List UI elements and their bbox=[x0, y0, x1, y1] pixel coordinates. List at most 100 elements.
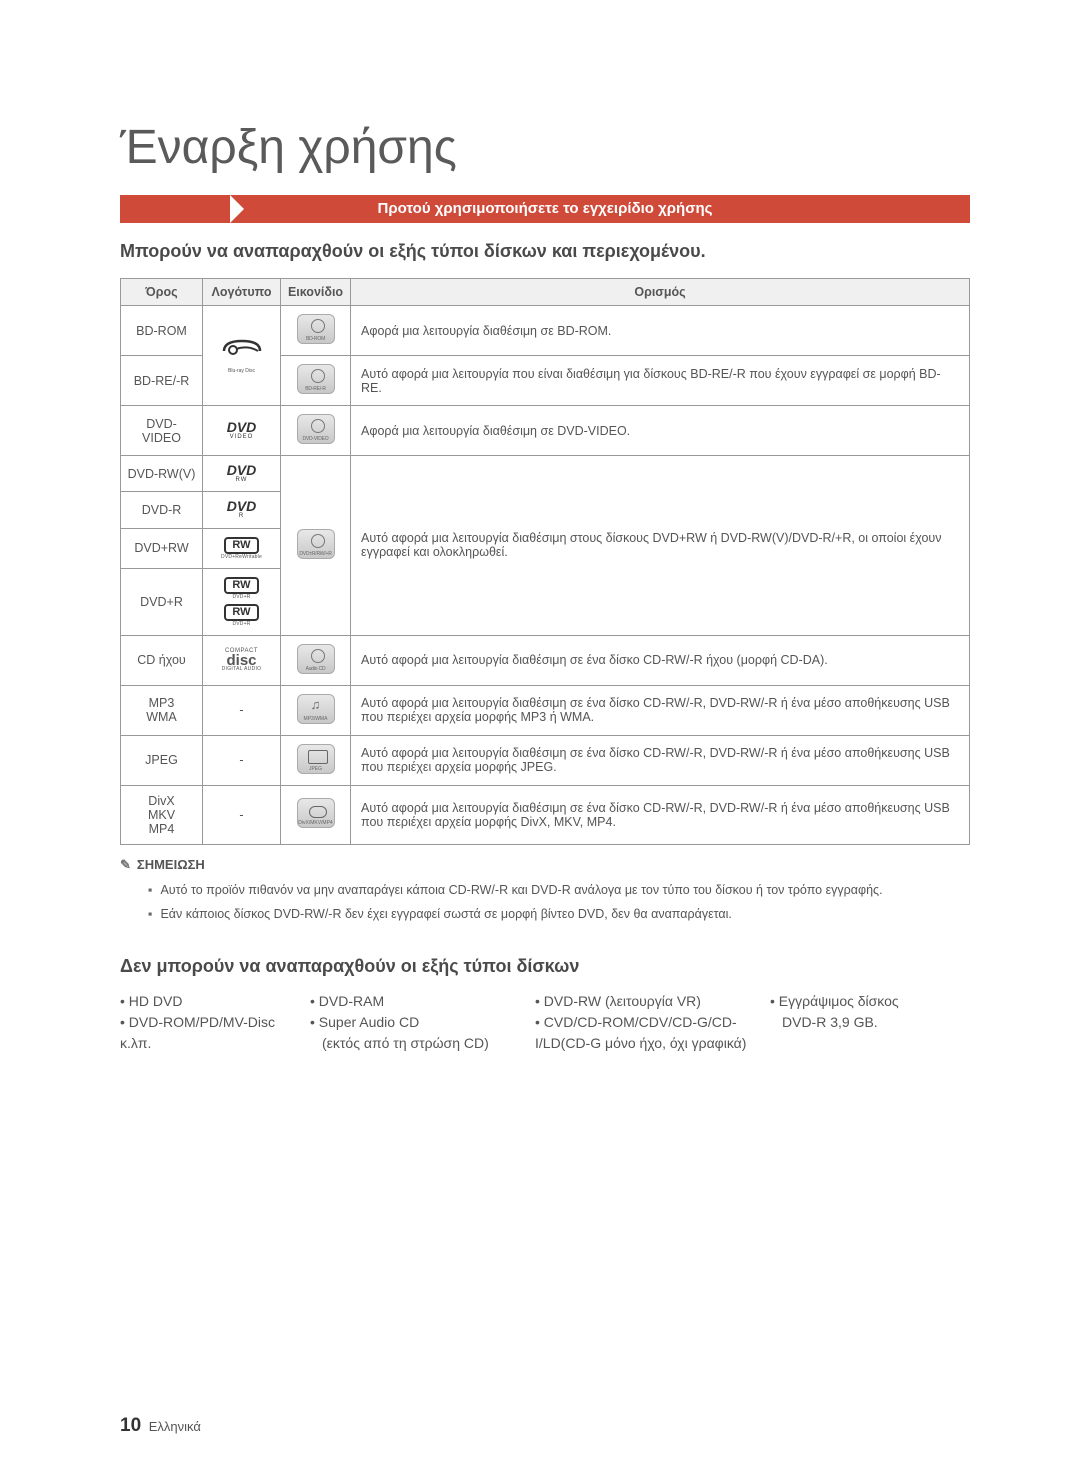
cell-term: DVD+RW bbox=[121, 528, 203, 568]
note-item: Αυτό το προϊόν πιθανόν να μην αναπαράγει… bbox=[148, 879, 970, 903]
list-item: DVD-R 3,9 GB. bbox=[770, 1012, 970, 1033]
th-logo: Λογότυπο bbox=[203, 279, 281, 306]
cell-term: DVD-RW(V) bbox=[121, 456, 203, 492]
section-bar: Προτού χρησιμοποιήσετε το εγχειρίδιο χρή… bbox=[120, 195, 970, 223]
page-footer: 10 Ελληνικά bbox=[120, 1415, 201, 1437]
cell-logo: DVDR bbox=[203, 492, 281, 528]
cell-icon bbox=[281, 635, 351, 685]
th-icon: Εικονίδιο bbox=[281, 279, 351, 306]
cell-term: BD-ROM bbox=[121, 306, 203, 356]
rw-logo-sub: DVD+ReWritable bbox=[209, 554, 274, 560]
table-row: MP3 WMA - Αυτό αφορά μια λειτουργία διαθ… bbox=[121, 685, 970, 735]
table-row: DVD-VIDEO DVDVIDEO Αφορά μια λειτουργία … bbox=[121, 406, 970, 456]
dvd-logo-icon: DVDR bbox=[209, 498, 274, 519]
cd-digital-label: DIGITAL AUDIO bbox=[209, 667, 274, 672]
subheading-not-playable: Δεν μπορούν να αναπαραχθούν οι εξής τύπο… bbox=[120, 956, 970, 977]
col1: • HD DVD • DVD-ROM/PD/MV-Disc κ.λπ. bbox=[120, 991, 310, 1054]
cell-def: Αυτό αφορά μια λειτουργία διαθέσιμη στου… bbox=[351, 456, 970, 636]
cell-def: Αφορά μια λειτουργία διαθέσιμη σε BD-ROM… bbox=[351, 306, 970, 356]
dvd-logo-sub: RW bbox=[209, 478, 274, 483]
page-language: Ελληνικά bbox=[149, 1419, 201, 1434]
cell-def: Αυτό αφορά μια λειτουργία που είναι διαθ… bbox=[351, 356, 970, 406]
note-list: Αυτό το προϊόν πιθανόν να μην αναπαράγει… bbox=[120, 879, 970, 927]
list-item: • DVD-RW (λειτουργία VR) bbox=[535, 991, 770, 1012]
cell-term: DivX MKV MP4 bbox=[121, 785, 203, 844]
note-item: Εάν κάποιος δίσκος DVD-RW/-R δεν έχει εγ… bbox=[148, 903, 970, 927]
dvd-logo-icon: DVDRW bbox=[209, 462, 274, 483]
cell-logo: RW DVD+ReWritable bbox=[203, 528, 281, 568]
list-item: • Super Audio CD bbox=[310, 1012, 535, 1033]
cell-def: Αυτό αφορά μια λειτουργία διαθέσιμη σε έ… bbox=[351, 685, 970, 735]
cell-icon bbox=[281, 356, 351, 406]
dvdvideo-icon bbox=[297, 414, 335, 444]
dvd-logo-sub: R bbox=[209, 514, 274, 519]
mp3-icon bbox=[297, 694, 335, 724]
cell-term: BD-RE/-R bbox=[121, 356, 203, 406]
cell-logo: - bbox=[203, 785, 281, 844]
note-heading: ΣΗΜΕΙΩΣΗ bbox=[120, 857, 970, 873]
table-row: DivX MKV MP4 - Αυτό αφορά μια λειτουργία… bbox=[121, 785, 970, 844]
rw-logo-icon: RW bbox=[224, 537, 258, 554]
cell-def: Αυτό αφορά μια λειτουργία διαθέσιμη σε έ… bbox=[351, 785, 970, 844]
cell-term: DVD+R bbox=[121, 568, 203, 635]
th-def: Ορισμός bbox=[351, 279, 970, 306]
bluray-logo-icon bbox=[220, 337, 264, 365]
cell-term: CD ήχου bbox=[121, 635, 203, 685]
cell-def: Αφορά μια λειτουργία διαθέσιμη σε DVD-VI… bbox=[351, 406, 970, 456]
subheading-playable: Μπορούν να αναπαραχθούν οι εξής τύποι δί… bbox=[120, 241, 970, 262]
cell-logo: - bbox=[203, 735, 281, 785]
cell-icon bbox=[281, 406, 351, 456]
col2: • DVD-RAM • Super Audio CD (εκτός από τη… bbox=[310, 991, 535, 1054]
cell-term: MP3 WMA bbox=[121, 685, 203, 735]
cell-logo: - bbox=[203, 685, 281, 735]
bdre-icon bbox=[297, 364, 335, 394]
cell-logo: DVDVIDEO bbox=[203, 406, 281, 456]
not-playable-columns: • HD DVD • DVD-ROM/PD/MV-Disc κ.λπ. • DV… bbox=[120, 991, 970, 1054]
rw-logo-icon: RW bbox=[224, 577, 258, 594]
list-item: • DVD-ROM/PD/MV-Disc κ.λπ. bbox=[120, 1012, 310, 1054]
dvd-logo-sub: VIDEO bbox=[209, 435, 274, 440]
page-title: Έναρξη χρήσης bbox=[120, 120, 970, 175]
dvdrw-icon bbox=[297, 529, 335, 559]
th-term: Όρος bbox=[121, 279, 203, 306]
list-item: • CVD/CD-ROM/CDV/CD-G/CD-I/LD(CD-G μόνο … bbox=[535, 1012, 770, 1054]
disc-table: Όρος Λογότυπο Εικονίδιο Ορισμός BD-ROM B… bbox=[120, 278, 970, 845]
page-number: 10 bbox=[120, 1415, 141, 1436]
cell-logo: COMPACT disc DIGITAL AUDIO bbox=[203, 635, 281, 685]
cell-icon bbox=[281, 785, 351, 844]
cell-icon bbox=[281, 735, 351, 785]
cd-disc-label: disc bbox=[226, 654, 256, 668]
table-row: JPEG - Αυτό αφορά μια λειτουργία διαθέσι… bbox=[121, 735, 970, 785]
rw-logo-sub: DVD+R bbox=[209, 621, 274, 627]
section-bar-text: Προτού χρησιμοποιήσετε το εγχειρίδιο χρή… bbox=[120, 195, 970, 223]
audiocd-icon bbox=[297, 644, 335, 674]
cell-logo: DVDRW bbox=[203, 456, 281, 492]
cell-def: Αυτό αφορά μια λειτουργία διαθέσιμη σε έ… bbox=[351, 635, 970, 685]
cd-logo-icon: COMPACT disc DIGITAL AUDIO bbox=[209, 649, 274, 672]
cell-term: DVD-R bbox=[121, 492, 203, 528]
cell-logo-bluray: Blu-ray Disc bbox=[203, 306, 281, 406]
list-item: • HD DVD bbox=[120, 991, 310, 1012]
cell-term: DVD-VIDEO bbox=[121, 406, 203, 456]
cell-def: Αυτό αφορά μια λειτουργία διαθέσιμη σε έ… bbox=[351, 735, 970, 785]
list-item: • Εγγράψιμος δίσκος bbox=[770, 991, 970, 1012]
cell-icon bbox=[281, 456, 351, 636]
bdrom-icon bbox=[297, 314, 335, 344]
table-row: BD-ROM Blu-ray Disc Αφορά μια λειτουργία… bbox=[121, 306, 970, 356]
cell-icon bbox=[281, 306, 351, 356]
dvd-logo-icon: DVDVIDEO bbox=[209, 419, 274, 440]
col4: • Εγγράψιμος δίσκος DVD-R 3,9 GB. bbox=[770, 991, 970, 1054]
bluray-logo-label: Blu-ray Disc bbox=[209, 368, 274, 374]
cell-logo: RW DVD+R RW DVD+R bbox=[203, 568, 281, 635]
jpeg-icon bbox=[297, 744, 335, 774]
divx-icon bbox=[297, 798, 335, 828]
cell-term: JPEG bbox=[121, 735, 203, 785]
list-item: • DVD-RAM bbox=[310, 991, 535, 1012]
note-block: ΣΗΜΕΙΩΣΗ Αυτό το προϊόν πιθανόν να μην α… bbox=[120, 857, 970, 927]
cell-icon bbox=[281, 685, 351, 735]
table-row: CD ήχου COMPACT disc DIGITAL AUDIO Αυτό … bbox=[121, 635, 970, 685]
list-item: (εκτός από τη στρώση CD) bbox=[310, 1033, 535, 1054]
rw-logo-icon: RW bbox=[224, 604, 258, 621]
col3: • DVD-RW (λειτουργία VR) • CVD/CD-ROM/CD… bbox=[535, 991, 770, 1054]
table-row: DVD-RW(V) DVDRW Αυτό αφορά μια λειτουργί… bbox=[121, 456, 970, 492]
